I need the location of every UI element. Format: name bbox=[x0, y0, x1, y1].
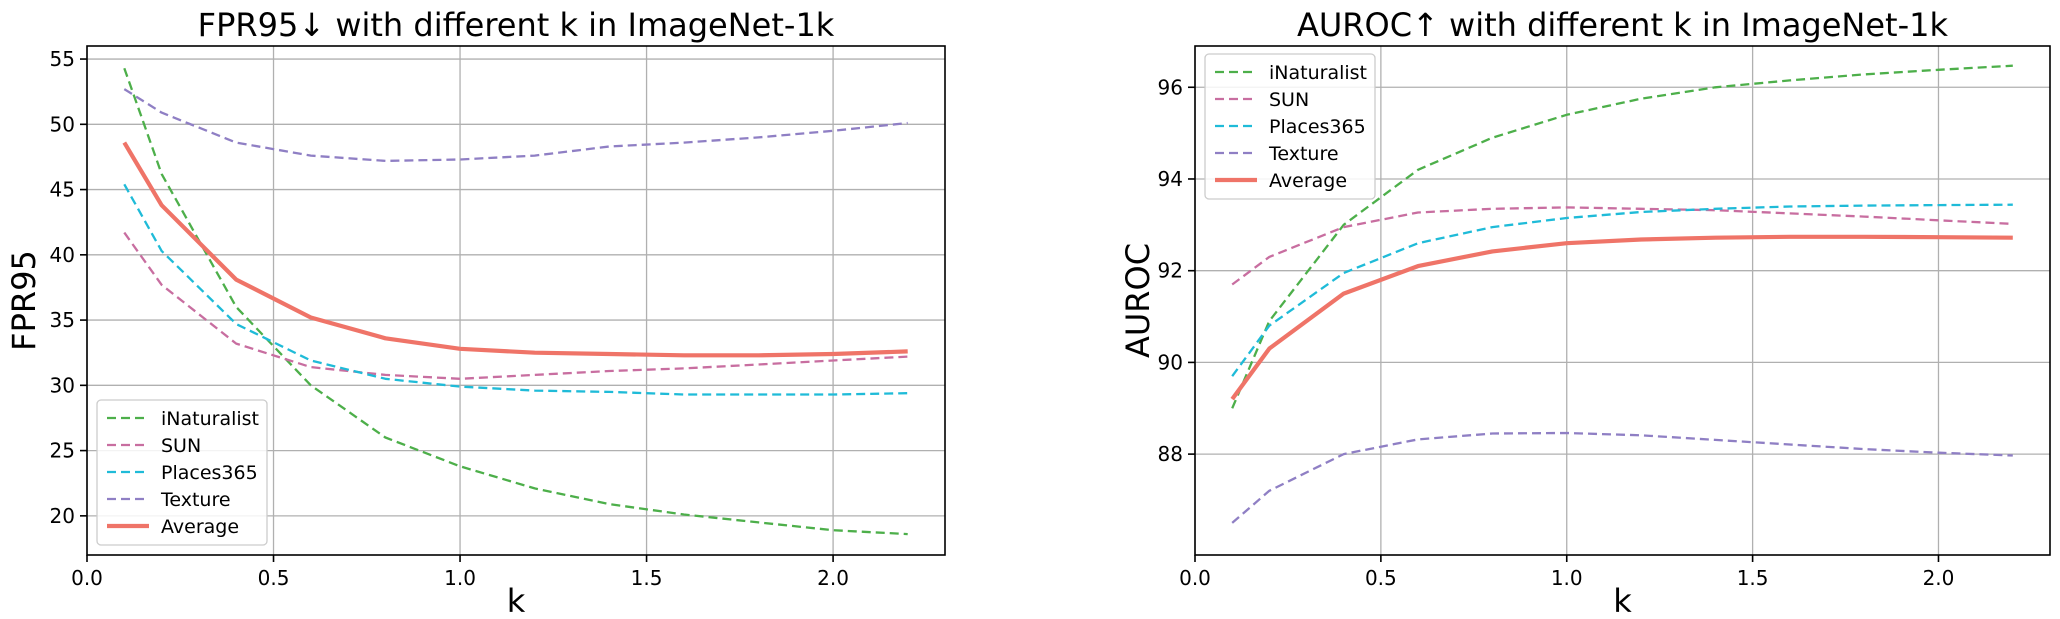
plot-frame bbox=[1194, 45, 2051, 556]
chart-title: AUROC↑ with different k in ImageNet-1k bbox=[1297, 6, 1949, 44]
series-line-texture bbox=[1231, 431, 2013, 524]
legend-label: Average bbox=[1269, 170, 1347, 192]
chart-panel-1: 0.0 0.5 1.0 1.5 2.0 20 25 30 35 40 45 50 55 FPR95↓ wi… bbox=[5, 6, 946, 619]
legend-label: Texture bbox=[160, 489, 231, 511]
y-axis-label: FPR95 bbox=[5, 250, 43, 351]
series-line-places365 bbox=[123, 183, 908, 396]
y-tick-label: 50 bbox=[50, 112, 75, 136]
x-tick-label: 1.0 bbox=[1551, 566, 1583, 590]
x-tick-label: 1.0 bbox=[444, 566, 476, 590]
x-tick-label: 0.5 bbox=[258, 566, 290, 590]
legend: iNaturalist SUN Places365 Texture Average bbox=[1204, 53, 1376, 200]
legend-label: SUN bbox=[1269, 89, 1309, 111]
legend-label: Places365 bbox=[1269, 116, 1366, 138]
y-tick-label: 96 bbox=[1158, 75, 1183, 99]
legend-label: iNaturalist bbox=[161, 408, 259, 430]
x-axis-label: k bbox=[1613, 582, 1632, 619]
plot-frame bbox=[86, 45, 946, 556]
y-tick-label: 20 bbox=[50, 504, 75, 528]
x-tick-label: 1.5 bbox=[631, 566, 663, 590]
legend-box bbox=[96, 399, 268, 546]
x-tick-label: 0.0 bbox=[1179, 566, 1211, 590]
series-line-places365 bbox=[1231, 203, 2013, 377]
legend-label: Texture bbox=[1268, 143, 1339, 165]
y-tick-label: 94 bbox=[1158, 167, 1183, 191]
chart-panel-2: 0.0 0.5 1.0 1.5 2.0 88 90 92 94 96 AUROC↑ with dif… bbox=[1119, 6, 2051, 619]
series-line-average bbox=[122, 141, 908, 358]
y-tick-label: 30 bbox=[50, 373, 75, 397]
y-tick-label: 92 bbox=[1158, 259, 1183, 283]
legend-label: Average bbox=[161, 516, 239, 538]
x-tick-label: 2.0 bbox=[1923, 566, 1955, 590]
series-line-inaturalist bbox=[1231, 64, 2013, 409]
y-axis-label: AUROC bbox=[1119, 243, 1157, 358]
x-axis-label: k bbox=[507, 582, 526, 619]
x-tick-label: 1.5 bbox=[1737, 566, 1769, 590]
series-line-inaturalist bbox=[123, 67, 908, 536]
legend-label: Places365 bbox=[161, 462, 258, 484]
y-tick-label: 35 bbox=[50, 308, 75, 332]
legend-label: iNaturalist bbox=[1269, 62, 1367, 84]
y-tick-label: 90 bbox=[1158, 350, 1183, 374]
legend-box bbox=[1204, 53, 1376, 200]
y-tick-label: 45 bbox=[50, 178, 75, 202]
series-line-sun bbox=[123, 231, 908, 380]
chart-title: FPR95↓ with different k in ImageNet-1k bbox=[198, 6, 835, 44]
x-tick-label: 2.0 bbox=[817, 566, 849, 590]
y-tick-label: 88 bbox=[1158, 442, 1183, 466]
legend-label: SUN bbox=[161, 435, 201, 457]
y-tick-label: 40 bbox=[50, 243, 75, 267]
y-tick-label: 55 bbox=[50, 47, 75, 71]
y-tick-label: 25 bbox=[50, 439, 75, 463]
series-line-average bbox=[1230, 234, 2013, 401]
series-line-texture bbox=[123, 88, 908, 163]
series-line-sun bbox=[1231, 206, 2013, 286]
x-tick-label: 0.0 bbox=[71, 566, 103, 590]
x-tick-label: 0.5 bbox=[1365, 566, 1397, 590]
legend: iNaturalist SUN Places365 Texture Average bbox=[96, 399, 268, 546]
